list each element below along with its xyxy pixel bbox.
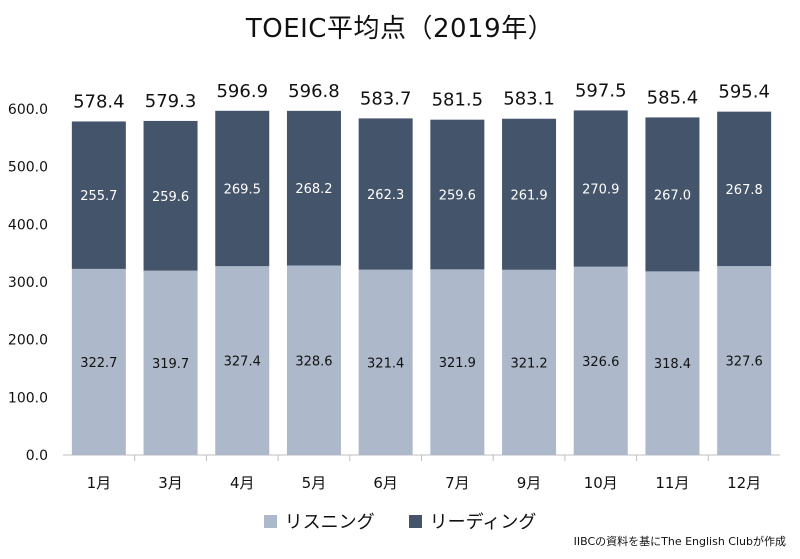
source-note: IIBCの資料を基にThe English Clubが作成 — [573, 535, 786, 548]
data-label-reading: 261.9 — [510, 188, 547, 203]
bar-reading — [71, 121, 126, 269]
y-tick-label: 100.0 — [8, 390, 48, 406]
data-label-listening: 321.2 — [510, 356, 547, 371]
data-label-listening: 318.4 — [654, 357, 691, 372]
x-tick-label: 11月 — [655, 474, 689, 492]
data-label-total: 597.5 — [575, 80, 627, 101]
bar-listening — [286, 265, 341, 455]
x-tick-label: 9月 — [517, 474, 542, 492]
data-label-total: 578.4 — [73, 91, 125, 112]
legend-swatch-reading — [408, 514, 422, 528]
data-label-reading: 269.5 — [224, 182, 261, 197]
bar-reading — [215, 110, 270, 267]
data-label-listening: 319.7 — [152, 357, 189, 372]
bar-listening — [645, 271, 700, 455]
y-tick-label: 500.0 — [8, 160, 48, 176]
y-tick-label: 0.0 — [26, 448, 48, 464]
bar-reading — [645, 117, 700, 272]
bar-listening — [71, 268, 126, 455]
data-label-total: 595.4 — [718, 82, 770, 103]
chart-title: TOEIC平均点（2019年） — [245, 14, 555, 44]
x-tick-label: 4月 — [230, 474, 255, 492]
legend-swatch-listening — [263, 514, 277, 528]
bar-listening — [717, 266, 772, 455]
data-label-reading: 267.0 — [654, 188, 691, 203]
x-tick-label: 5月 — [302, 474, 327, 492]
bar-reading — [717, 111, 772, 267]
bar-reading — [430, 119, 485, 270]
data-label-listening: 326.6 — [582, 355, 619, 370]
legend-item-reading: リーディング — [408, 508, 537, 534]
data-label-reading: 259.6 — [152, 190, 189, 205]
x-tick-label: 1月 — [87, 474, 112, 492]
x-tick-label: 12月 — [727, 474, 761, 492]
data-label-listening: 327.4 — [224, 355, 261, 370]
data-label-total: 583.1 — [503, 89, 555, 110]
x-tick-label: 7月 — [445, 474, 470, 492]
data-label-reading: 255.7 — [80, 189, 117, 204]
y-tick-label: 300.0 — [8, 275, 48, 291]
data-label-listening: 321.4 — [367, 356, 404, 371]
data-label-reading: 268.2 — [295, 182, 332, 197]
data-label-total: 596.8 — [288, 81, 340, 102]
data-label-reading: 267.8 — [726, 183, 763, 198]
bar-listening — [573, 266, 628, 455]
data-label-listening: 328.6 — [295, 354, 332, 369]
data-label-listening: 321.9 — [439, 356, 476, 371]
bar-listening — [143, 270, 198, 455]
data-label-total: 585.4 — [647, 87, 699, 108]
x-tick-label: 6月 — [373, 474, 398, 492]
bar-reading — [286, 110, 341, 266]
bar-listening — [502, 269, 557, 455]
data-label-listening: 322.7 — [80, 356, 117, 371]
y-tick-label: 200.0 — [8, 333, 48, 349]
data-label-total: 579.3 — [145, 91, 197, 112]
x-tick-label: 10月 — [584, 474, 618, 492]
bar-listening — [358, 269, 413, 455]
legend-label-listening: リスニング — [284, 512, 375, 533]
y-tick-label: 400.0 — [8, 217, 48, 233]
legend-label-reading: リーディング — [429, 512, 537, 533]
bar-listening — [430, 269, 485, 455]
data-label-total: 581.5 — [432, 90, 484, 111]
data-label-listening: 327.6 — [726, 355, 763, 370]
bar-reading — [573, 110, 628, 267]
data-label-reading: 270.9 — [582, 183, 619, 198]
data-label-reading: 259.6 — [439, 189, 476, 204]
data-label-total: 583.7 — [360, 88, 412, 109]
data-label-reading: 262.3 — [367, 188, 404, 203]
legend: リスニング リーディング — [0, 508, 800, 534]
bar-reading — [143, 120, 198, 271]
bar-reading — [358, 118, 413, 270]
legend-item-listening: リスニング — [263, 508, 375, 534]
x-tick-label: 3月 — [158, 474, 183, 492]
bar-listening — [215, 266, 270, 455]
y-tick-label: 600.0 — [8, 102, 48, 118]
data-label-total: 596.9 — [216, 81, 268, 102]
bar-reading — [502, 118, 557, 270]
